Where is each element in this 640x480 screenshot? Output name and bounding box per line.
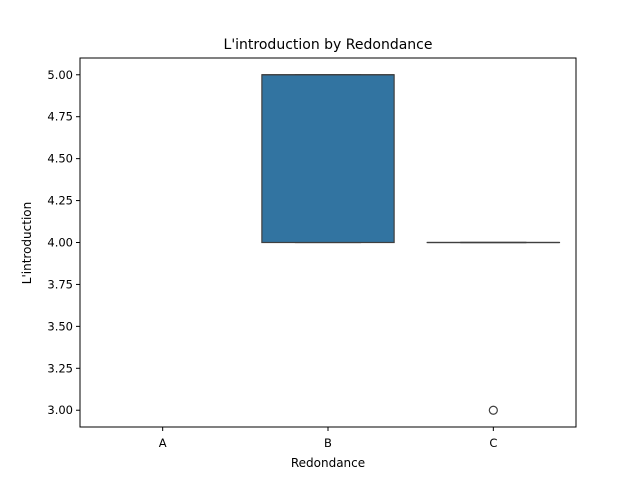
chart-title: L'introduction by Redondance bbox=[224, 37, 433, 53]
box-group-c bbox=[426, 241, 561, 415]
y-tick-label: 3.00 bbox=[47, 403, 73, 417]
x-axis-label: Redondance bbox=[291, 456, 365, 470]
x-axis: A B C bbox=[159, 427, 497, 450]
y-tick-label: 4.25 bbox=[47, 194, 73, 208]
y-tick-label: 5.00 bbox=[47, 68, 73, 82]
box-iqr bbox=[261, 74, 395, 244]
x-tick-label: B bbox=[324, 436, 332, 450]
y-tick-label: 4.50 bbox=[47, 152, 73, 166]
y-tick-label: 3.25 bbox=[47, 361, 73, 375]
y-tick-label: 4.00 bbox=[47, 236, 73, 250]
y-tick-label: 3.75 bbox=[47, 277, 73, 291]
outlier-point bbox=[488, 405, 498, 415]
y-axis: 3.00 3.25 3.50 3.75 4.00 4.25 4.50 4.75 5.00 bbox=[47, 68, 80, 417]
y-axis-label: L'introduction bbox=[20, 202, 34, 284]
y-tick-label: 3.50 bbox=[47, 319, 73, 333]
box-group-b bbox=[261, 74, 395, 244]
plot-area bbox=[261, 74, 561, 415]
x-tick-label: C bbox=[489, 436, 497, 450]
x-tick-label: A bbox=[159, 436, 167, 450]
y-tick-label: 4.75 bbox=[47, 110, 73, 124]
